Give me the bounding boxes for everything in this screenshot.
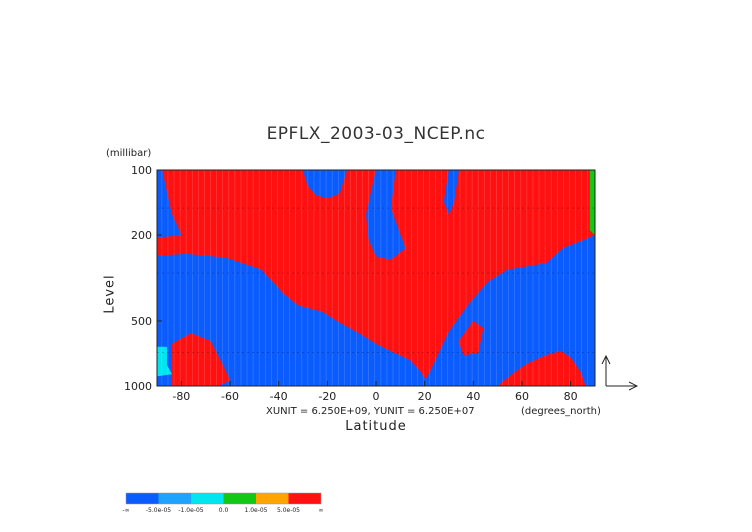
colorbar-frame — [125, 492, 322, 505]
colorbar-swatch — [288, 493, 321, 504]
x-tick-label: -20 — [318, 390, 336, 403]
contour-region-7 — [171, 333, 231, 386]
x-tick-label: 40 — [466, 390, 480, 403]
contour-region-8 — [458, 320, 484, 356]
contour-region-3 — [302, 170, 348, 199]
y-tick-label: 200 — [131, 229, 152, 242]
contour-region-10 — [157, 346, 172, 377]
y-tick-label: 100 — [131, 164, 152, 177]
x-tick-label: 20 — [418, 390, 432, 403]
y-tick-label: 1000 — [124, 380, 152, 393]
y-axis-unit: (millibar) — [106, 148, 152, 159]
colorbar-label: -5.0e-05 — [146, 507, 171, 514]
y-axis-ticks: 1000 500 200 100 — [124, 164, 162, 393]
y-tick-label: 500 — [131, 315, 152, 328]
colorbar-label: -∞ — [122, 507, 129, 514]
colorbar-swatch — [158, 493, 191, 504]
contour-region-5 — [443, 170, 459, 215]
colorbar-label: 0.0 — [219, 507, 229, 514]
vector-field-layer — [157, 170, 595, 386]
x-tick-label: 60 — [515, 390, 529, 403]
x-axis-ticks: -80 -60 -40 -20 0 20 40 60 80 — [172, 381, 578, 403]
x-tick-label: -40 — [270, 390, 288, 403]
contour-region-4 — [366, 170, 406, 260]
x-tick-label: 80 — [564, 390, 578, 403]
colorbar-swatch — [126, 493, 159, 504]
contour-fill-layer — [157, 170, 595, 386]
contour-region-9 — [497, 350, 586, 386]
x-axis-label: Latitude — [345, 419, 407, 434]
colorbar: -∞ -5.0e-05 -1.0e-05 0.0 1.0e-05 5.0e-05 ∞ — [122, 492, 324, 514]
vector-scale-arrows — [601, 354, 639, 391]
x-axis-unit: (degrees_north) — [521, 406, 601, 417]
colorbar-label: 1.0e-05 — [244, 507, 267, 514]
contour-region-1 — [157, 253, 430, 386]
vector-unit-note: XUNIT = 6.250E+09, YUNIT = 6.250E+07 — [266, 406, 475, 417]
contour-region-2 — [157, 170, 182, 238]
colorbar-label: 5.0e-05 — [277, 507, 300, 514]
contour-region-11 — [589, 170, 595, 236]
colorbar-label: ∞ — [319, 507, 324, 514]
x-tick-label: -80 — [172, 390, 190, 403]
x-tick-label: 0 — [373, 390, 380, 403]
colorbar-swatch — [256, 493, 289, 504]
colorbar-label: -1.0e-05 — [178, 507, 203, 514]
x-tick-label: -60 — [221, 390, 239, 403]
colorbar-swatch — [223, 493, 256, 504]
chart-title: EPFLX_2003-03_NCEP.nc — [266, 124, 486, 144]
colorbar-swatch — [191, 493, 224, 504]
